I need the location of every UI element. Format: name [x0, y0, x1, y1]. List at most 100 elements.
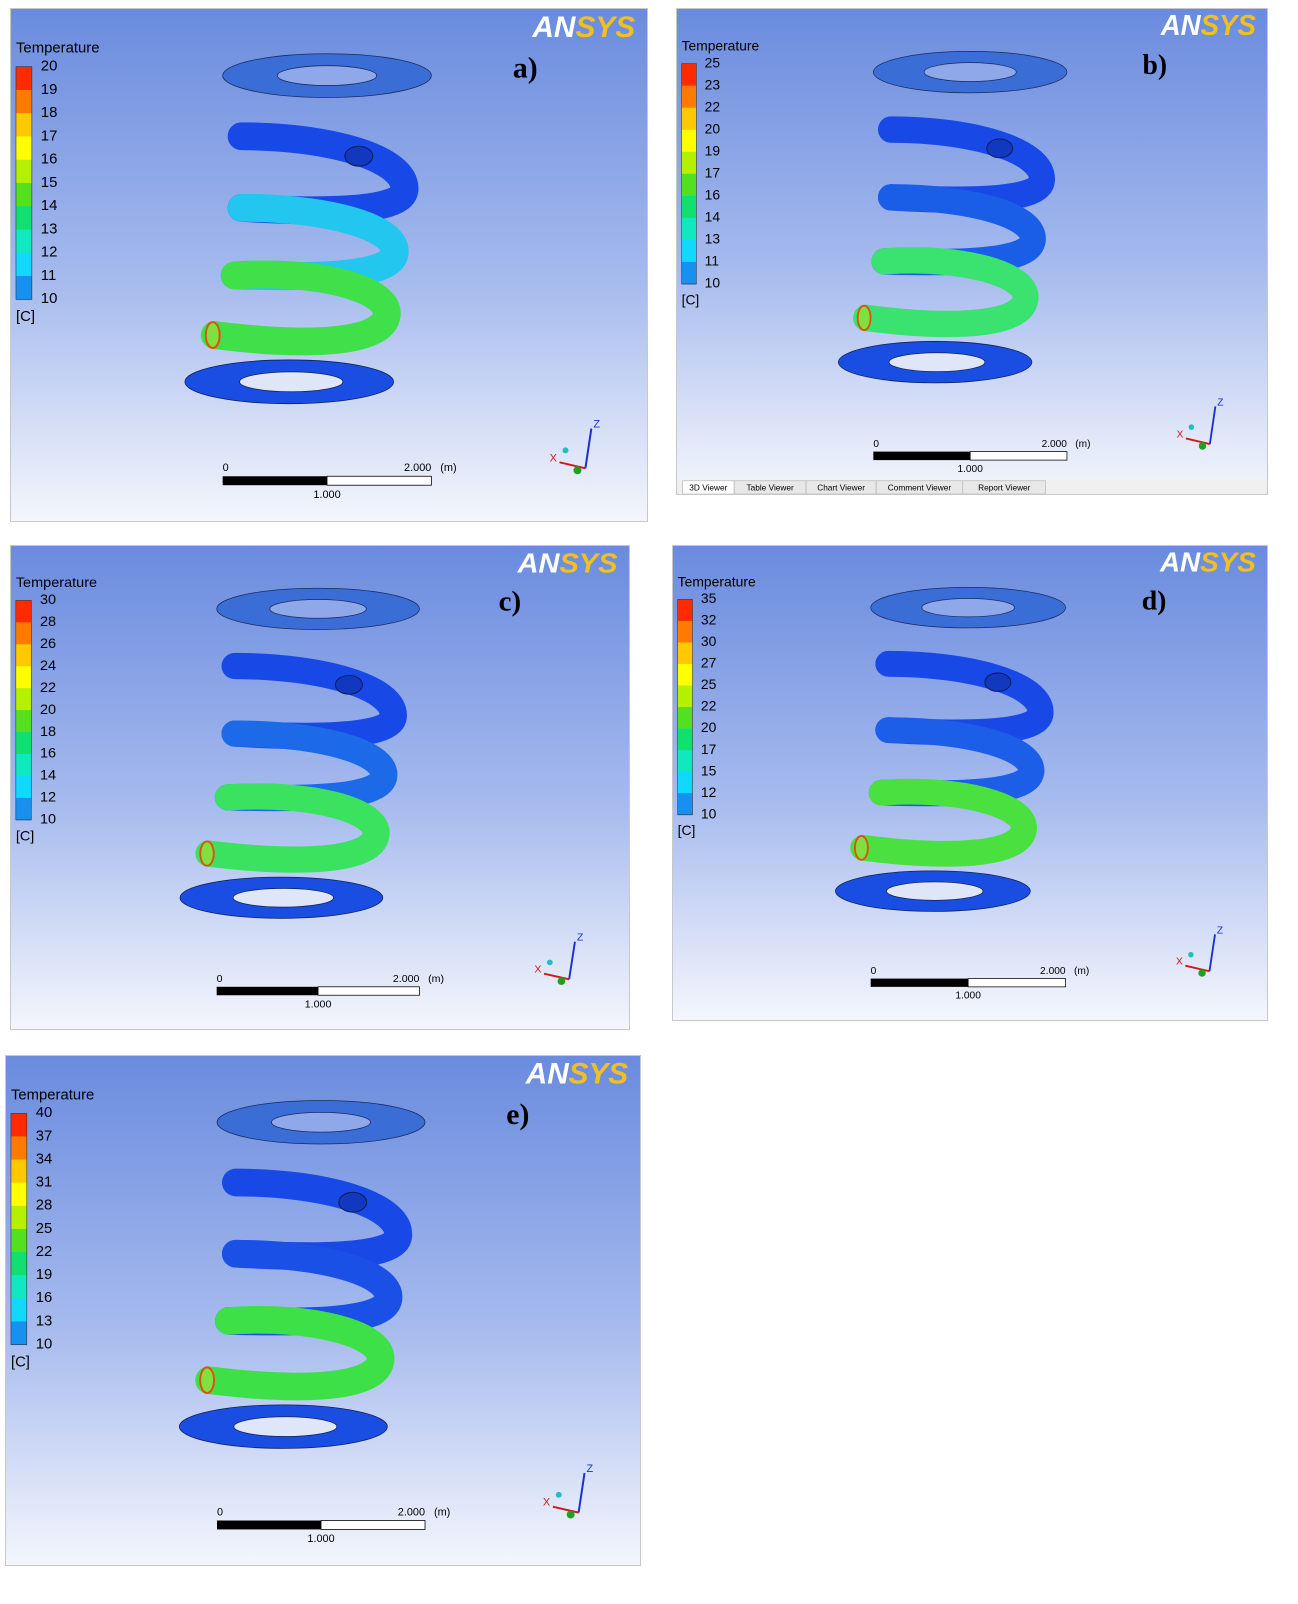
- legend-tick: 32: [701, 612, 717, 628]
- colorbar-band: [10, 1252, 27, 1276]
- colorbar-band: [15, 89, 32, 114]
- legend-tick: 30: [40, 592, 56, 608]
- legend-tick: 11: [705, 253, 720, 269]
- legend-tick: 19: [36, 1267, 53, 1283]
- top-ring-hole: [921, 598, 1015, 618]
- legend-unit: [C]: [16, 829, 34, 845]
- scale-bar-dark: [873, 451, 971, 461]
- colorbar-band: [15, 276, 32, 300]
- legend-unit: [C]: [16, 309, 35, 325]
- scale-bar-dark: [870, 978, 969, 987]
- colorbar-band: [681, 217, 697, 241]
- triad-origin: [566, 1510, 575, 1519]
- scale-unit: (m): [440, 462, 456, 474]
- viewer-panel: ANSYS a) Temperature 20 19 18 17 16 15 14 13 12 11 10…: [10, 8, 648, 522]
- legend-tick: 14: [705, 208, 721, 224]
- colorbar-band: [15, 732, 32, 755]
- colorbar-band: [681, 261, 697, 285]
- scale-start: 0: [217, 974, 223, 985]
- triad-y: [562, 447, 569, 454]
- triad-y: [555, 1491, 562, 1498]
- colorbar-band: [677, 620, 693, 643]
- colorbar-frame: [677, 599, 693, 816]
- logo: ANSYS: [1160, 10, 1257, 41]
- colorbar-band: [15, 206, 32, 231]
- logo: ANSYS: [1159, 547, 1256, 578]
- colorbar-band: [10, 1321, 27, 1346]
- viewer-tab-label: Chart Viewer: [817, 483, 865, 493]
- legend-tick: 19: [41, 82, 58, 98]
- legend-tick: 13: [705, 231, 721, 247]
- colorbar-band: [681, 173, 697, 197]
- colorbar-frame: [681, 63, 697, 285]
- triad-z-label: Z: [1217, 925, 1223, 936]
- colorbar-band: [10, 1136, 27, 1161]
- bottom-ring-hole: [888, 352, 986, 372]
- colorbar-frame: [15, 66, 33, 300]
- legend-tick: 12: [41, 245, 58, 261]
- legend-tick: 16: [705, 186, 721, 202]
- coil-outlet: [344, 145, 374, 167]
- legend-tick: 19: [705, 142, 721, 158]
- colorbar-band: [10, 1159, 27, 1184]
- triad-origin: [1198, 969, 1206, 977]
- colorbar-band: [677, 707, 693, 730]
- legend-tick: 28: [36, 1198, 53, 1214]
- legend-tick: 34: [36, 1152, 53, 1168]
- triad-z-label: Z: [1217, 397, 1223, 408]
- scale-bar-dark: [222, 476, 328, 486]
- triad-y: [1188, 951, 1194, 958]
- scale-end: 2.000: [398, 1506, 425, 1518]
- legend-tick: 10: [705, 275, 721, 291]
- viewer-tab-label: Comment Viewer: [888, 483, 952, 493]
- coil-inlet: [199, 1366, 216, 1395]
- colorbar-band: [15, 710, 32, 733]
- triad-x: [552, 1505, 579, 1514]
- panel-label: e): [506, 1099, 529, 1131]
- legend-tick: 31: [36, 1175, 53, 1191]
- legend-tick: 10: [40, 812, 56, 828]
- scale-bar-light: [969, 451, 1068, 461]
- triad-x-label: X: [543, 1497, 551, 1509]
- bottom-ring-hole: [233, 1416, 338, 1437]
- colorbar-band: [15, 775, 32, 799]
- coil-inlet: [853, 835, 869, 861]
- viewer-tab[interactable]: [962, 480, 1047, 494]
- colorbar-band: [10, 1298, 27, 1322]
- coil-inlet: [204, 321, 221, 350]
- scale-end: 2.000: [1040, 966, 1066, 977]
- legend-tick: 15: [41, 175, 58, 191]
- scale-bar-light: [967, 978, 1066, 988]
- scale-start: 0: [871, 966, 877, 977]
- coil-outlet: [334, 674, 363, 695]
- legend-tick: 23: [705, 76, 721, 92]
- colorbar-frame: [10, 1113, 28, 1345]
- scale-bar-light: [326, 475, 432, 486]
- colorbar-band: [15, 182, 32, 207]
- legend-tick: 16: [36, 1290, 53, 1306]
- coil-inlet: [199, 840, 215, 867]
- viewer-tab-label: Report Viewer: [978, 483, 1031, 493]
- scale-end: 2.000: [1042, 439, 1068, 450]
- triad-y: [546, 959, 553, 966]
- bottom-ring-hole: [239, 371, 344, 393]
- colorbar-band: [15, 754, 32, 777]
- legend-tick: 17: [41, 128, 58, 144]
- top-ring-hole: [923, 62, 1017, 82]
- triad-x-label: X: [1177, 429, 1184, 440]
- legend-tick: 12: [40, 790, 56, 806]
- logo: ANSYS: [517, 548, 618, 580]
- coil-inlet: [856, 304, 872, 332]
- colorbar-band: [15, 136, 32, 161]
- colorbar-band: [681, 239, 697, 263]
- scale-bar-light: [317, 986, 420, 996]
- colorbar-band: [15, 113, 32, 137]
- colorbar-band: [681, 129, 697, 153]
- coil-segment: [195, 783, 390, 873]
- colorbar-band: [681, 151, 697, 175]
- logo: ANSYS: [525, 1058, 629, 1091]
- coil-segment: [853, 247, 1039, 338]
